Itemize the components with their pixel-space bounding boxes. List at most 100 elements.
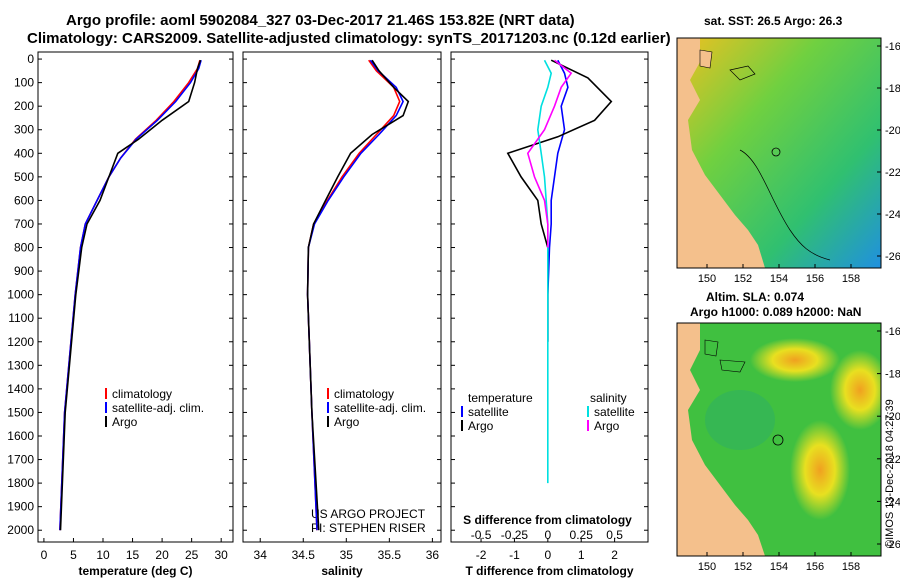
depth-tick-label: 1800 <box>7 476 34 490</box>
lon-tick-label: 150 <box>698 273 716 285</box>
panel-frame-differences <box>450 51 649 543</box>
lat-tick-label: -26 <box>885 251 900 263</box>
lat-tick-label: -24 <box>885 209 900 221</box>
legend-label: Argo <box>468 419 494 433</box>
legend-label: satellite-adj. clim. <box>112 401 204 415</box>
depth-tick-label: 800 <box>14 241 34 255</box>
sla-map-title-2: Argo h1000: 0.089 h2000: NaN <box>690 305 861 319</box>
x-tick-label: 1 <box>578 548 585 562</box>
x-tick-label: -2 <box>476 548 487 562</box>
series-line-climatology <box>59 59 201 531</box>
lat-tick-label: -18 <box>885 369 900 381</box>
x-tick-label: 34 <box>254 548 268 562</box>
panel-differences: -2 -1 0 1 2 T difference from climatology S di… <box>450 51 649 578</box>
x-tick-label: 36 <box>426 548 440 562</box>
lon-tick-label: 154 <box>770 273 788 285</box>
imos-footer: ©IMOS 13-Dec-2018 04:27:39 <box>884 399 896 548</box>
lat-tick-label: -18 <box>885 83 900 95</box>
depth-tick-label: 1200 <box>7 335 34 349</box>
x-tick-label: 30 <box>215 548 229 562</box>
lat-tick-label: -20 <box>885 125 900 137</box>
lon-tick-label: 158 <box>842 561 860 573</box>
lat-tick-label: -16 <box>885 326 900 338</box>
depth-tick-label: 900 <box>14 264 34 278</box>
depth-tick-label: 100 <box>14 76 34 90</box>
sla-map-title-1: Altim. SLA: 0.074 <box>706 290 804 304</box>
x-tick-label: 34.5 <box>292 548 316 562</box>
lon-tick-label: 152 <box>734 561 752 573</box>
x-tick-label: 0 <box>41 548 48 562</box>
lat-tick-label: -22 <box>885 167 900 179</box>
panel-temperature: 0100200300400500600700800900100011001200… <box>7 51 234 578</box>
series-line-climatology <box>306 59 401 531</box>
lon-tick-label: 152 <box>734 273 752 285</box>
map-axes: -16 -18 -20 -22 -24 -26 150 152 154 156 158 <box>698 326 900 573</box>
depth-tick-label: 1100 <box>8 311 34 325</box>
x-tick-top-label: -0.5 <box>471 528 492 542</box>
depth-tick-label: 300 <box>14 123 34 137</box>
lon-tick-label: 156 <box>806 273 824 285</box>
credit-line-1: US ARGO PROJECT <box>311 507 426 521</box>
x-tick-top-label: 0.25 <box>570 528 594 542</box>
series-line-t-argo <box>506 59 613 342</box>
panel-salinity: 34 34.5 35 35.5 36 salinity climatologysatelli… <box>242 51 442 578</box>
depth-tick-label: 1900 <box>7 500 34 514</box>
series-line-s-argo <box>526 59 573 248</box>
x-tick-label: 15 <box>126 548 140 562</box>
legend-label: satellite <box>468 405 509 419</box>
x-tick-top-label: 0 <box>544 528 551 542</box>
depth-tick-label: 600 <box>14 193 34 207</box>
x-tick-label: 5 <box>70 548 77 562</box>
lon-tick-label: 150 <box>698 561 716 573</box>
panel-frame-temperature <box>37 51 234 543</box>
sst-map-title: sat. SST: 26.5 Argo: 26.3 <box>704 14 843 28</box>
lat-tick-label: -16 <box>885 41 900 53</box>
x-tick-label: -1 <box>509 548 520 562</box>
lon-tick-label: 156 <box>806 561 824 573</box>
x-tick-top-label: -0.25 <box>501 528 529 542</box>
lon-tick-label: 158 <box>842 273 860 285</box>
x-tick-label: 10 <box>96 548 110 562</box>
lat-tick-label: -22 <box>885 454 900 466</box>
lon-tick-label: 154 <box>770 561 788 573</box>
lat-tick-label: -26 <box>885 539 900 551</box>
legend-title-temperature: temperature <box>468 391 533 405</box>
depth-tick-label: 0 <box>27 52 34 66</box>
legend-label: climatology <box>112 387 172 401</box>
lat-tick-label: -24 <box>885 496 900 508</box>
depth-tick-label: 400 <box>14 146 34 160</box>
x-tick-top-label: 0.5 <box>606 528 623 542</box>
legend-label: Argo <box>334 415 360 429</box>
x-axis-label-salinity: salinity <box>321 564 363 578</box>
series-line-s-satellite <box>536 59 553 484</box>
series-line-argo <box>306 59 410 531</box>
title-line-1: Argo profile: aoml 5902084_327 03-Dec-20… <box>66 12 575 29</box>
panel-frame-salinity <box>242 51 442 543</box>
x-tick-label: 20 <box>155 548 169 562</box>
depth-tick-label: 1400 <box>7 382 34 396</box>
legend-title-salinity: salinity <box>590 391 627 405</box>
legend-label: Argo <box>594 419 620 433</box>
depth-tick-label: 1700 <box>7 453 34 467</box>
x-tick-label: 0 <box>544 548 551 562</box>
depth-tick-label: 2000 <box>7 523 34 537</box>
depth-tick-label: 1500 <box>7 405 34 419</box>
lat-tick-label: -20 <box>885 411 900 423</box>
x-axis-label-differences: T difference from climatology <box>465 564 633 578</box>
x-axis-label-top: S difference from climatology <box>463 513 632 527</box>
depth-tick-label: 1600 <box>7 429 34 443</box>
depth-tick-label: 500 <box>14 170 34 184</box>
depth-tick-label: 1300 <box>7 358 34 372</box>
x-tick-label: 2 <box>611 548 618 562</box>
x-tick-label: 35.5 <box>378 548 402 562</box>
map-axes: -16 -18 -20 -22 -24 -26 150 152 154 156 158 <box>698 41 900 285</box>
x-axis-label-temperature: temperature (deg C) <box>78 564 192 578</box>
depth-tick-label: 1000 <box>7 288 34 302</box>
x-tick-label: 25 <box>185 548 199 562</box>
depth-tick-label: 200 <box>14 99 34 113</box>
series-line-argo <box>59 59 202 531</box>
series-line-t-satellite <box>546 59 569 342</box>
legend-label: satellite-adj. clim. <box>334 401 426 415</box>
sst-map <box>677 38 881 268</box>
